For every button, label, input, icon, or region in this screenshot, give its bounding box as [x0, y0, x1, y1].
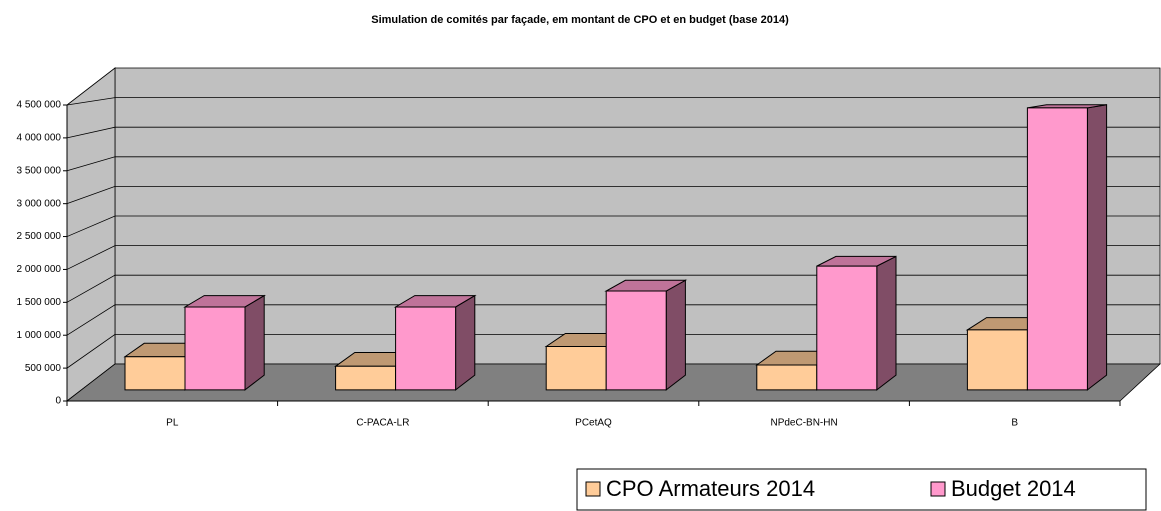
legend-label: Budget 2014: [951, 476, 1076, 501]
x-tick-label: NPdeC-BN-HN: [770, 418, 837, 429]
x-tick-label: PCetAQ: [575, 418, 612, 429]
bar-front: [816, 265, 878, 391]
bar-side: [455, 294, 476, 391]
y-tick-label: 2 500 000: [17, 231, 62, 242]
grid-line: [66, 304, 1160, 336]
y-tick-label: 0: [55, 396, 61, 407]
y-tick-label: 4 500 000: [17, 100, 62, 111]
y-tick-label: 1 000 000: [17, 330, 62, 341]
bar: [1026, 104, 1108, 391]
bar-front: [335, 365, 397, 391]
grid-line: [66, 215, 1160, 237]
bar-side: [1086, 104, 1108, 391]
x-tick-label: PL: [166, 418, 179, 429]
grid-line: [66, 274, 1160, 303]
bar: [393, 294, 477, 391]
legend-swatch: [585, 481, 601, 497]
bar-front: [1026, 107, 1088, 391]
y-tick-label: 500 000: [25, 363, 62, 374]
bar-front: [605, 290, 667, 391]
bar: [604, 279, 688, 391]
grid-line: [66, 245, 1160, 270]
grid-line: [66, 97, 1160, 106]
x-tick-label: B: [1011, 418, 1018, 429]
grid-line: [66, 156, 1160, 172]
grid-line: [66, 126, 1160, 139]
bar: [816, 255, 897, 391]
grid-line: [66, 333, 1160, 369]
bar-side: [244, 294, 265, 391]
bar-front: [184, 306, 246, 391]
y-tick-label: 1 500 000: [17, 297, 62, 308]
bar-front: [966, 329, 1028, 391]
legend-swatch: [930, 481, 946, 497]
bar-front: [756, 364, 818, 391]
grid-line: [66, 185, 1160, 205]
y-tick-label: 4 000 000: [17, 133, 62, 144]
bar-side: [876, 255, 897, 391]
x-tick-label: C-PACA-LR: [356, 418, 409, 429]
bar: [183, 294, 267, 391]
y-tick-label: 3 500 000: [17, 165, 62, 176]
y-tick-label: 2 000 000: [17, 264, 62, 275]
y-tick-label: 3 000 000: [17, 198, 62, 209]
bar-front: [124, 356, 186, 391]
bar-side: [665, 279, 686, 391]
legend-label: CPO Armateurs 2014: [606, 476, 815, 501]
bar-front: [395, 306, 457, 391]
chart-title: Simulation de comités par façade, em mon…: [371, 14, 789, 26]
legend: [576, 468, 1147, 511]
bar-front: [545, 346, 607, 391]
